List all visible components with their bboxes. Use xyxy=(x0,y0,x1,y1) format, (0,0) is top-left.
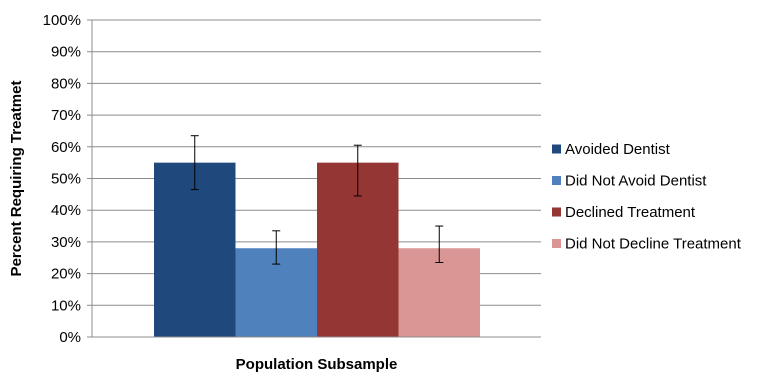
y-tick-label: 50% xyxy=(51,171,81,188)
error-bar-1 xyxy=(272,230,281,265)
legend-item-1: Did Not Avoid Dentist xyxy=(552,173,707,190)
error-bar-3 xyxy=(435,225,444,264)
y-tick-label: 90% xyxy=(51,44,81,61)
legend-swatch xyxy=(552,207,561,217)
legend-swatch xyxy=(552,176,561,185)
y-tick-label: 100% xyxy=(43,12,81,29)
legend-label: Did Not Decline Treatment xyxy=(565,236,742,253)
legend-item-3: Did Not Decline Treatment xyxy=(552,236,742,253)
bar-0 xyxy=(154,162,236,337)
bar-3 xyxy=(398,248,480,337)
legend-item-0: Avoided Dentist xyxy=(552,141,671,158)
legend-label: Declined Treatment xyxy=(565,204,696,221)
error-bar-2 xyxy=(353,144,362,197)
legend-swatch xyxy=(552,144,561,154)
bars xyxy=(154,162,480,337)
y-tick-label: 60% xyxy=(51,139,81,156)
legend-label: Did Not Avoid Dentist xyxy=(565,173,707,190)
y-tick-label: 80% xyxy=(51,75,81,92)
y-tick-label: 0% xyxy=(59,329,81,346)
legend-swatch xyxy=(552,239,561,248)
y-tick-label: 40% xyxy=(51,202,81,219)
y-axis-title: Percent Requiring Treatmet xyxy=(8,81,25,277)
y-tick-labels: 0% 10% 20% 30% 40% 50% 60% 70% 80% 90% 100% xyxy=(43,12,81,346)
legend-label: Avoided Dentist xyxy=(565,141,671,158)
y-tick-label: 70% xyxy=(51,107,81,124)
error-bar-0 xyxy=(190,135,199,191)
error-bars xyxy=(190,135,444,265)
y-tick-label: 10% xyxy=(51,297,81,314)
x-axis-title: Population Subsample xyxy=(236,356,398,373)
legend-item-2: Declined Treatment xyxy=(552,204,696,221)
legend: Avoided Dentist Did Not Avoid Dentist Decl… xyxy=(552,141,742,253)
y-tick-label: 30% xyxy=(51,234,81,251)
y-tick-label: 20% xyxy=(51,266,81,283)
